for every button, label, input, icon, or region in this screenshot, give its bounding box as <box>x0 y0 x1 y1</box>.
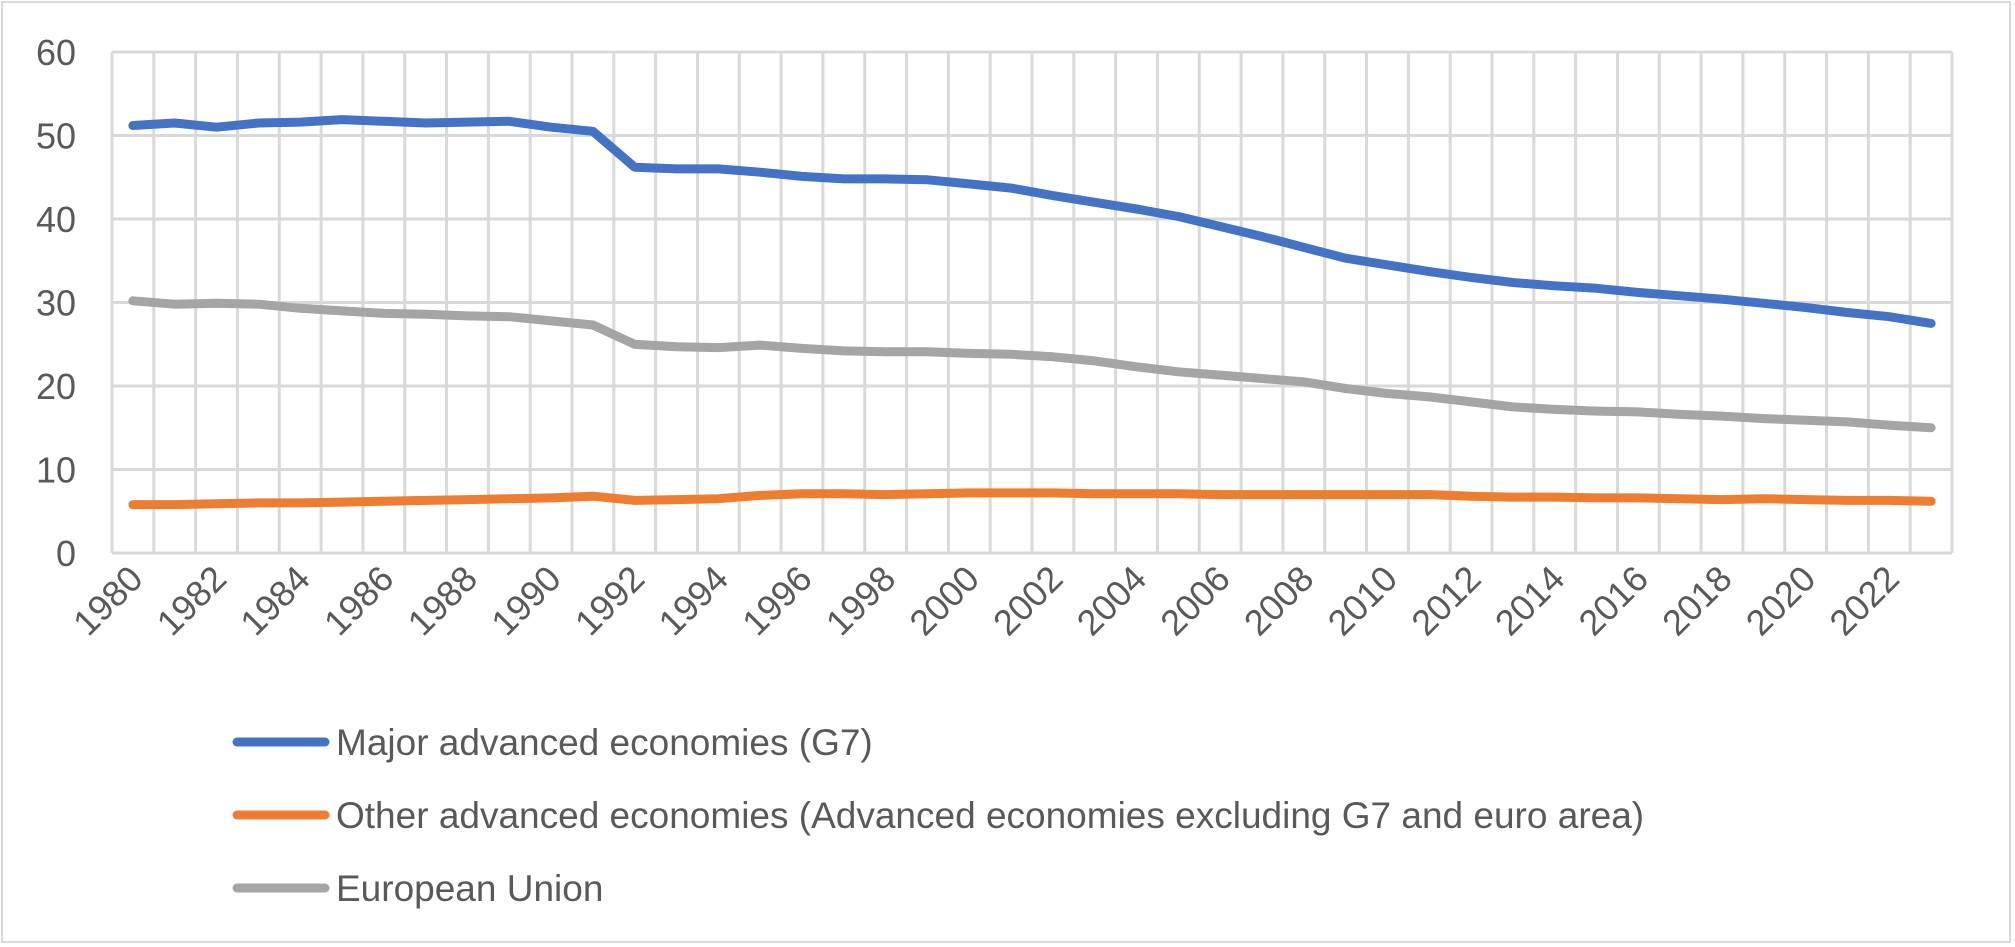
y-tick-label: 20 <box>36 366 76 407</box>
x-tick-label: 2012 <box>1403 558 1489 644</box>
x-tick-label: 2016 <box>1570 558 1656 644</box>
series-line-european-union <box>128 296 1936 433</box>
x-tick-label: 1986 <box>316 558 402 644</box>
x-tick-label: 2022 <box>1821 558 1907 644</box>
series-line-g7 <box>128 115 1936 328</box>
x-tick-label: 2008 <box>1236 558 1322 644</box>
x-tick-label: 2020 <box>1738 558 1824 644</box>
y-tick-label: 60 <box>36 32 76 73</box>
x-tick-label: 1994 <box>650 558 736 644</box>
legend: Major advanced economies (G7) Other adva… <box>232 722 1644 909</box>
legend-item-other-advanced[interactable]: Other advanced economies (Advanced econo… <box>232 795 1644 836</box>
gridlines <box>110 50 1954 555</box>
x-tick-label: 2010 <box>1319 558 1405 644</box>
legend-item-g7[interactable]: Major advanced economies (G7) <box>232 722 873 763</box>
y-tick-label: 30 <box>36 283 76 324</box>
legend-label-other-advanced: Other advanced economies (Advanced econo… <box>336 795 1644 836</box>
legend-item-european-union[interactable]: European Union <box>232 868 603 909</box>
x-tick-label: 2002 <box>985 558 1071 644</box>
legend-label-g7: Major advanced economies (G7) <box>336 722 873 763</box>
x-tick-label: 1990 <box>483 558 569 644</box>
series-line-other-advanced <box>128 488 1936 510</box>
x-tick-label: 2014 <box>1487 558 1573 644</box>
y-axis-tick-labels: 0 10 20 30 40 50 60 <box>36 32 76 574</box>
x-tick-label: 2000 <box>901 558 987 644</box>
legend-label-european-union: European Union <box>336 868 603 909</box>
y-tick-label: 40 <box>36 199 76 240</box>
x-tick-label: 1988 <box>399 558 485 644</box>
x-tick-label: 1982 <box>149 558 235 644</box>
x-tick-label: 1984 <box>232 558 318 644</box>
x-tick-label: 2018 <box>1654 558 1740 644</box>
x-tick-label: 1996 <box>734 558 820 644</box>
x-tick-label: 1998 <box>818 558 904 644</box>
series-lines <box>128 115 1936 510</box>
x-tick-label: 2004 <box>1069 558 1155 644</box>
x-tick-label: 2006 <box>1152 558 1238 644</box>
y-tick-label: 0 <box>56 533 76 574</box>
x-tick-label: 1980 <box>65 558 151 644</box>
x-axis-tick-labels: 1980198219841986198819901992199419961998… <box>65 558 1907 644</box>
x-tick-label: 1992 <box>567 558 653 644</box>
y-tick-label: 50 <box>36 116 76 157</box>
y-tick-label: 10 <box>36 450 76 491</box>
